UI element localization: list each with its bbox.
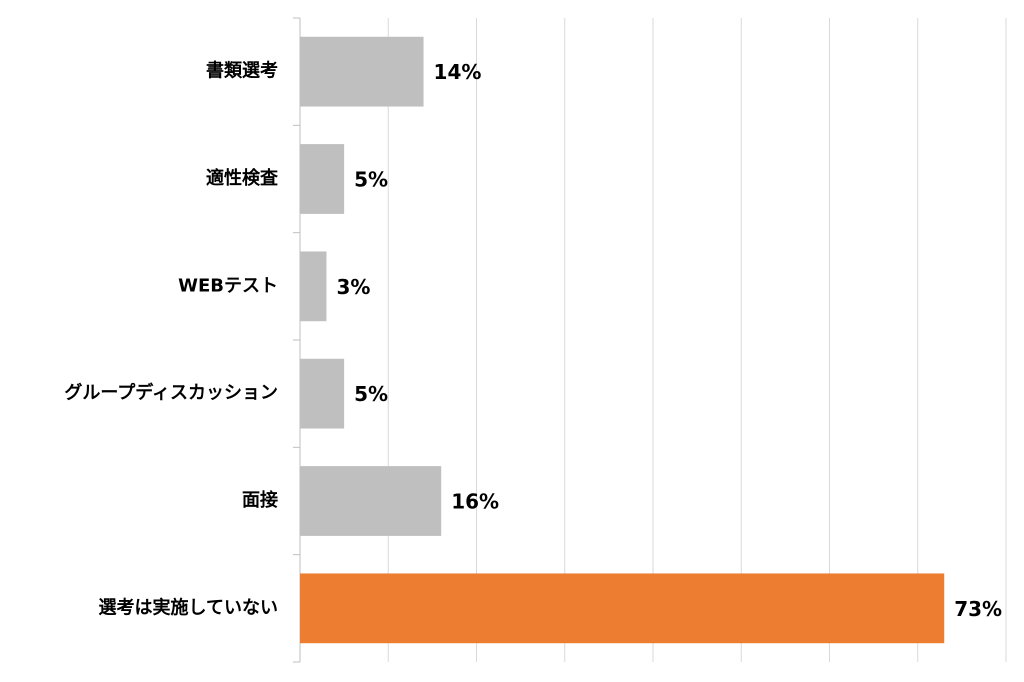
data-label: 14% (434, 60, 482, 84)
y-tick-label: WEBテスト (178, 275, 278, 296)
y-tick-label: 面接 (242, 489, 278, 511)
y-tick-label: 選考は実施していない (99, 596, 278, 618)
data-label: 73% (954, 597, 1002, 621)
data-label: 5% (354, 168, 388, 192)
bar (300, 251, 327, 322)
bar (300, 573, 945, 644)
y-tick-label: 書類選考 (206, 60, 278, 82)
bar (300, 358, 345, 429)
bar (300, 36, 424, 107)
data-label: 3% (336, 275, 370, 299)
data-label: 16% (451, 490, 499, 514)
y-tick-label: グループディスカッション (64, 382, 278, 404)
bar (300, 466, 442, 536)
bar (300, 144, 345, 214)
data-label: 5% (354, 382, 388, 406)
y-tick-label: 適性検査 (206, 167, 278, 189)
